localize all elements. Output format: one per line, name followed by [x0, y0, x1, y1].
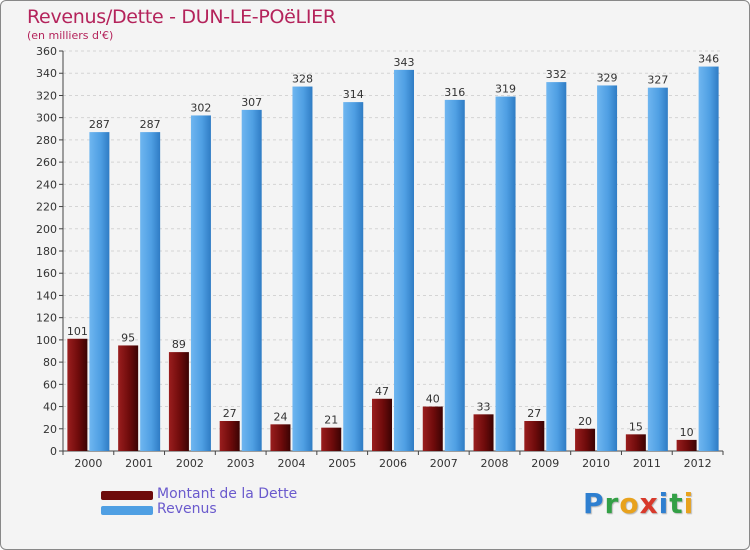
y-tick-label: 260	[36, 156, 57, 169]
legend-swatch-dette	[101, 491, 153, 500]
data-label-dette: 40	[426, 393, 440, 406]
x-tick-label: 2005	[328, 457, 356, 470]
data-label-revenus: 307	[241, 96, 262, 109]
y-tick-label: 320	[36, 89, 57, 102]
x-tick-label: 2010	[582, 457, 610, 470]
data-label-dette: 27	[223, 407, 237, 420]
y-tick-label: 80	[43, 356, 57, 369]
y-tick-label: 280	[36, 134, 57, 147]
data-label-dette: 15	[629, 420, 643, 433]
data-label-revenus: 332	[546, 68, 567, 81]
y-tick-label: 240	[36, 178, 57, 191]
legend-swatch-revenus	[101, 506, 153, 515]
grid-lines	[63, 50, 723, 452]
legend-label-dette: Montant de la Dette	[157, 486, 298, 502]
y-tick-label: 20	[43, 423, 57, 436]
x-tick-label: 2011	[633, 457, 661, 470]
data-label-revenus: 329	[597, 71, 618, 84]
data-label-revenus: 287	[89, 118, 110, 131]
y-tick-label: 360	[36, 45, 57, 58]
y-tick-label: 40	[43, 401, 57, 414]
data-label-dette: 21	[324, 414, 338, 427]
bar-dette	[473, 414, 494, 451]
bar-dette	[67, 338, 88, 451]
bar-revenus	[140, 132, 161, 451]
data-label-dette: 20	[578, 415, 592, 428]
bar-dette	[168, 352, 189, 451]
data-label-revenus: 327	[647, 74, 668, 87]
bar-dette	[625, 434, 646, 451]
data-label-dette: 27	[527, 407, 541, 420]
bar-dette	[219, 421, 240, 451]
bar-dette	[118, 345, 139, 451]
data-labels: 101 287 95 287 89 302 27 307 24 328 21 314 47 343 40 31…	[67, 53, 719, 439]
data-label-dette: 24	[273, 410, 287, 423]
bar-revenus	[241, 109, 262, 451]
x-tick-label: 2002	[176, 457, 204, 470]
bar-revenus	[394, 69, 414, 451]
chart-subtitle: (en milliers d'€)	[27, 29, 114, 42]
x-tick-label: 2000	[74, 457, 102, 470]
data-label-dette: 101	[67, 325, 88, 338]
data-label-dette: 10	[680, 426, 694, 439]
x-tick-label: 2001	[125, 457, 153, 470]
x-tick-label: 2007	[430, 457, 458, 470]
x-tick-label: 2004	[277, 457, 305, 470]
data-label-revenus: 314	[343, 88, 364, 101]
y-tick-label: 60	[43, 378, 57, 391]
data-label-dette: 95	[121, 331, 135, 344]
data-label-revenus: 346	[698, 53, 719, 66]
bar-revenus	[647, 87, 668, 452]
bar-revenus	[190, 115, 211, 451]
x-tick-label: 2009	[531, 457, 559, 470]
y-tick-label: 100	[36, 334, 57, 347]
y-tick-label: 340	[36, 67, 57, 80]
data-label-revenus: 328	[292, 73, 313, 86]
bar-revenus	[495, 96, 516, 452]
data-label-dette: 47	[375, 385, 389, 398]
bar-dette	[372, 398, 392, 451]
y-tick-label: 140	[36, 289, 57, 302]
data-label-revenus: 343	[394, 56, 415, 69]
y-tick-label: 180	[36, 245, 57, 258]
y-tick-label: 200	[36, 223, 57, 236]
x-tick-label: 2006	[379, 457, 407, 470]
data-label-dette: 33	[477, 400, 491, 413]
x-tick-label: 2003	[227, 457, 255, 470]
y-tick-label: 120	[36, 312, 57, 325]
data-label-revenus: 302	[190, 101, 211, 114]
y-tick-label: 220	[36, 201, 57, 214]
y-tick-label: 0	[50, 445, 57, 458]
bar-dette	[422, 406, 443, 451]
y-tick-label: 300	[36, 112, 57, 125]
bar-revenus	[444, 99, 465, 451]
bar-revenus	[343, 102, 364, 451]
x-tick-label: 2012	[684, 457, 712, 470]
y-tick-label: 160	[36, 267, 57, 280]
proxiti-logo: Proxiti	[583, 487, 695, 520]
chart-title: Revenus/Dette - DUN-LE-POëLIER	[27, 6, 336, 28]
bar-dette	[270, 424, 291, 451]
data-label-revenus: 316	[444, 86, 465, 99]
legend-label-revenus: Revenus	[157, 501, 217, 517]
bar-revenus	[597, 85, 618, 451]
bar-revenus	[292, 86, 313, 452]
bar-dette	[321, 427, 342, 451]
bar-revenus	[546, 82, 567, 451]
bar-revenus	[89, 132, 110, 451]
data-label-revenus: 287	[140, 118, 161, 131]
data-label-revenus: 319	[495, 83, 516, 96]
bar-revenus	[698, 66, 719, 452]
bar-dette	[524, 421, 545, 451]
x-tick-label: 2008	[481, 457, 509, 470]
bar-dette	[575, 428, 596, 451]
bars	[67, 66, 719, 452]
data-label-dette: 89	[172, 338, 186, 351]
bar-dette	[676, 439, 697, 451]
